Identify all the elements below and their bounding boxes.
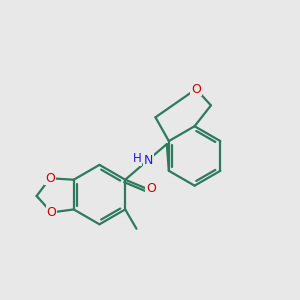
Text: N: N	[143, 154, 153, 167]
Text: O: O	[45, 172, 55, 185]
Text: O: O	[191, 82, 201, 96]
Text: H: H	[133, 152, 142, 165]
Text: O: O	[46, 206, 56, 219]
Text: O: O	[146, 182, 156, 195]
